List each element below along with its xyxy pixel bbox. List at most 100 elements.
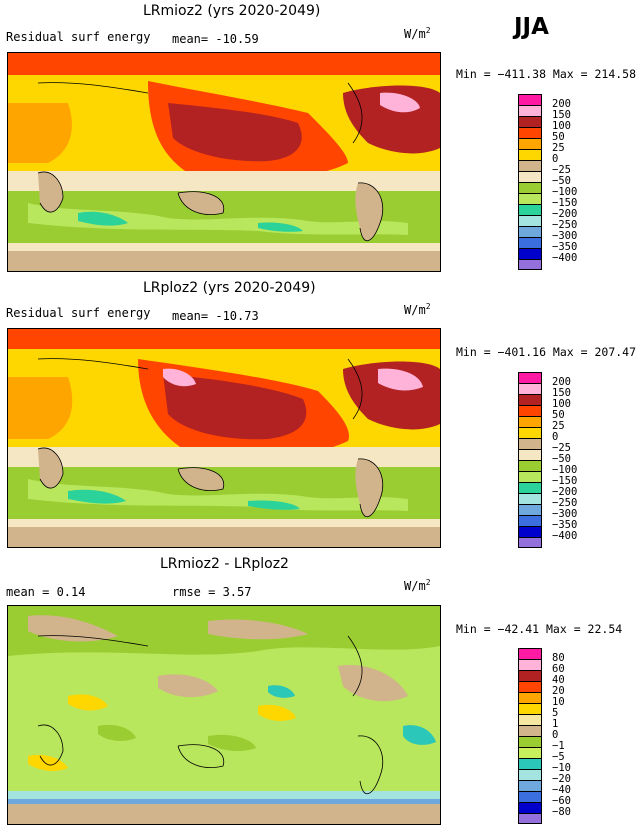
- cbar-swatch: [518, 681, 542, 692]
- arctic-band: [8, 53, 440, 75]
- cbar-tick-label: −100: [552, 464, 578, 476]
- cbar-swatch: [518, 813, 542, 824]
- cbar-tick-label: −100: [552, 186, 578, 198]
- cbar-swatch: [518, 780, 542, 791]
- panel1-minmax: Min = −411.38 Max = 214.58: [456, 67, 637, 81]
- cbar-tick-label: 10: [552, 696, 565, 708]
- cbar-tick-label: −80: [552, 806, 571, 818]
- panel3-colorbar-labels: 80 60 40 20 10 5 1 0 −1 −5 −10 −20 −40 −…: [552, 653, 571, 818]
- pacific-patch: [158, 674, 218, 698]
- cbar-swatch: [518, 449, 542, 460]
- yellow-patch-2: [258, 704, 296, 721]
- cbar-tick-label: 200: [552, 98, 571, 110]
- panel2-colorbar-labels: 200 150 100 50 25 0 −25 −50 −100 −150 −2…: [552, 377, 577, 542]
- cbar-swatch: [518, 149, 542, 160]
- green-patch-2: [208, 734, 256, 751]
- cbar-swatch: [518, 138, 542, 149]
- panel3-rmse: rmse = 3.57: [172, 585, 252, 599]
- cbar-tick-label: 100: [552, 120, 571, 132]
- cbar-tick-label: −10: [552, 762, 571, 774]
- cbar-tick-label: 80: [552, 652, 565, 664]
- cbar-tick-label: 150: [552, 387, 571, 399]
- cbar-swatch: [518, 791, 542, 802]
- cbar-tick-label: −25: [552, 442, 571, 454]
- cbar-swatch: [518, 802, 542, 813]
- north-atlantic-peak: [380, 92, 420, 113]
- arctic-band: [8, 329, 440, 349]
- cbar-swatch: [518, 405, 542, 416]
- cbar-swatch: [518, 526, 542, 537]
- cbar-swatch: [518, 248, 542, 259]
- north-atlantic-peak: [378, 368, 423, 391]
- cbar-swatch: [518, 193, 542, 204]
- cbar-swatch: [518, 94, 542, 105]
- teal-patch-1: [403, 725, 436, 745]
- cbar-tick-label: 0: [552, 431, 559, 443]
- cbar-tick-label: 150: [552, 109, 571, 121]
- cbar-tick-label: 200: [552, 376, 571, 388]
- cbar-tick-label: 60: [552, 663, 565, 675]
- cbar-tick-label: 0: [552, 153, 559, 165]
- africa-land: [38, 448, 63, 489]
- panel1-colorbar-labels: 200 150 100 50 25 0 −25 −50 −100 −150 −2…: [552, 99, 577, 264]
- cbar-swatch: [518, 237, 542, 248]
- southern-light-band: [28, 479, 408, 511]
- cbar-tick-label: −200: [552, 208, 578, 220]
- panel1-field-label: Residual surf energy: [6, 30, 151, 44]
- cbar-tick-label: −60: [552, 795, 571, 807]
- cbar-swatch: [518, 460, 542, 471]
- cbar-swatch: [518, 394, 542, 405]
- antarctic-band: [8, 251, 440, 271]
- cbar-tick-label: 25: [552, 142, 565, 154]
- tropical-band: [8, 447, 440, 467]
- cbar-swatch: [518, 215, 542, 226]
- panel3-minmax: Min = −42.41 Max = 22.54: [456, 622, 623, 636]
- cbar-tick-label: −20: [552, 773, 571, 785]
- southern-light-blue-band: [8, 791, 440, 799]
- cbar-swatch: [518, 670, 542, 681]
- tropical-band: [8, 171, 440, 191]
- coastlines: [37, 358, 384, 517]
- cbar-swatch: [518, 537, 542, 548]
- cbar-swatch: [518, 648, 542, 659]
- cbar-tick-label: −1: [552, 740, 565, 752]
- cbar-swatch: [518, 659, 542, 670]
- season-label: JJA: [514, 14, 549, 40]
- panel2-map: [7, 328, 441, 548]
- australia-land: [178, 191, 224, 215]
- cbar-tick-label: −40: [552, 784, 571, 796]
- cbar-swatch: [518, 758, 542, 769]
- south-america-land: [355, 458, 383, 517]
- north-pacific-core: [168, 103, 302, 162]
- panel2-mean: mean= -10.73: [172, 309, 259, 323]
- cbar-swatch: [518, 736, 542, 747]
- panel1-map-svg: [8, 53, 440, 271]
- cbar-swatch: [518, 226, 542, 237]
- cbar-swatch: [518, 105, 542, 116]
- cbar-swatch: [518, 692, 542, 703]
- antarctic-band: [8, 804, 440, 824]
- panel3-map: [7, 605, 441, 825]
- southern-patch-1: [78, 211, 128, 226]
- panel3-title: LRmioz2 - LRploz2: [160, 556, 289, 572]
- cbar-tick-label: −250: [552, 219, 578, 231]
- cbar-swatch: [518, 259, 542, 270]
- cbar-swatch: [518, 171, 542, 182]
- subpolar-band: [8, 519, 440, 527]
- panel2-map-svg: [8, 329, 440, 547]
- cbar-swatch: [518, 471, 542, 482]
- cbar-tick-label: 50: [552, 409, 565, 421]
- panel2-title: LRploz2 (yrs 2020-2049): [143, 280, 316, 296]
- southern-patch-2: [258, 222, 303, 232]
- west-band: [8, 377, 73, 439]
- cbar-tick-label: −350: [552, 519, 578, 531]
- north-patch-2: [208, 619, 308, 640]
- yellow-patch-3: [28, 754, 68, 771]
- coastlines: [37, 635, 384, 794]
- cbar-swatch: [518, 182, 542, 193]
- north-pacific-core: [163, 374, 307, 440]
- cbar-tick-label: 0: [552, 729, 559, 741]
- cbar-tick-label: −300: [552, 508, 578, 520]
- cbar-swatch: [518, 427, 542, 438]
- panel3-units: W/m2: [404, 578, 431, 593]
